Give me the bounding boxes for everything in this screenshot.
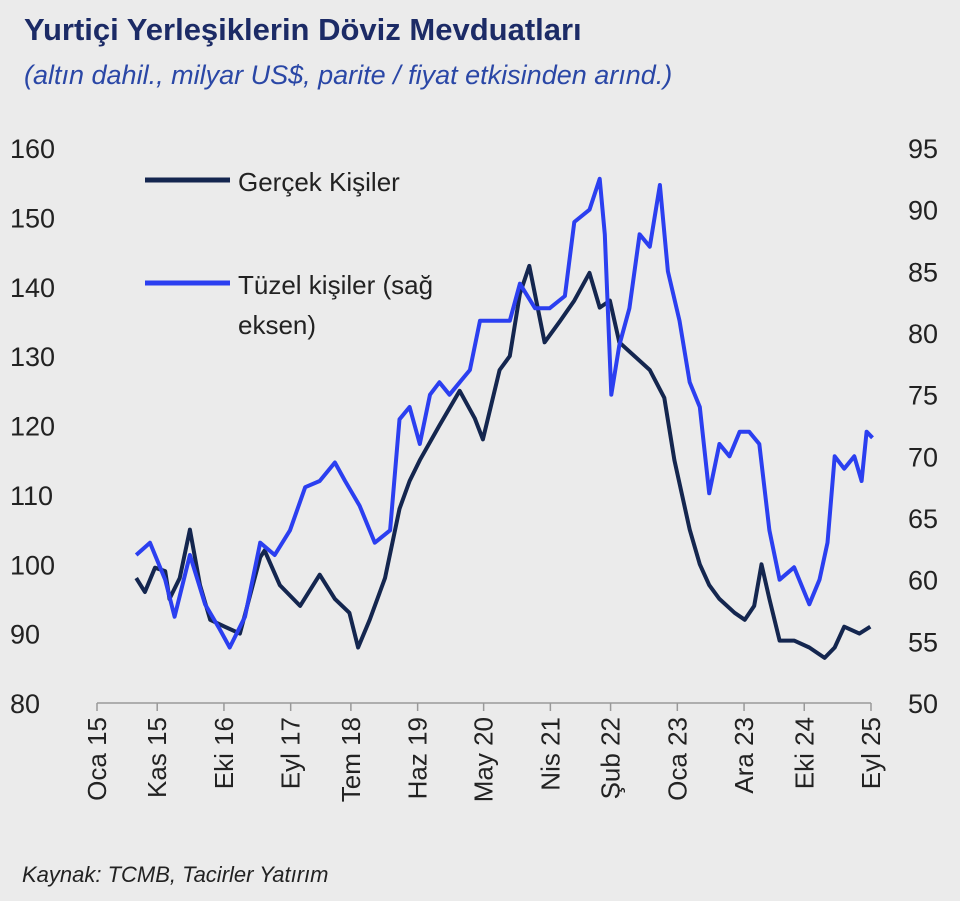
y-left-tick-label: 130 — [10, 342, 55, 372]
y-left-tick-label: 80 — [10, 689, 40, 719]
y-right-tick-label: 65 — [908, 504, 938, 534]
legend-label-tuzel-cont: eksen) — [238, 310, 316, 340]
y-right-tick-label: 90 — [908, 196, 938, 226]
y-right-tick-label: 75 — [908, 381, 938, 411]
x-tick-label: May 20 — [469, 717, 499, 802]
x-tick-label: Haz 19 — [403, 717, 433, 799]
y-right-tick-label: 55 — [908, 627, 938, 657]
y-left-tick-label: 110 — [10, 481, 53, 511]
x-tick-label: Eyl 17 — [276, 717, 306, 789]
x-tick-label: Ara 23 — [729, 717, 759, 794]
y-right-tick-label: 70 — [908, 442, 938, 472]
x-tick-label: Kas 15 — [142, 717, 172, 798]
y-left-tick-label: 150 — [10, 203, 55, 233]
y-left-tick-label: 120 — [10, 412, 55, 442]
legend: Gerçek Kişiler Tüzel kişiler (sağ eksen) — [145, 167, 433, 340]
x-tick-label: Tem 18 — [336, 717, 366, 802]
y-left-tick-label: 160 — [10, 134, 55, 164]
y-left-tick-label: 140 — [10, 273, 55, 303]
y-right-tick-label: 60 — [908, 566, 938, 596]
y-right-tick-label: 50 — [908, 689, 938, 719]
source-note: Kaynak: TCMB, Tacirler Yatırım — [22, 862, 329, 887]
x-tick-label: Nis 21 — [535, 717, 565, 791]
legend-label-gercek: Gerçek Kişiler — [238, 167, 400, 197]
legend-label-tuzel: Tüzel kişiler (sağ — [238, 270, 433, 300]
x-tick-label: Eki 24 — [789, 717, 819, 789]
y-right-tick-label: 85 — [908, 257, 938, 287]
x-tick-label: Şub 22 — [596, 717, 626, 799]
y-left-tick-label: 90 — [10, 620, 40, 650]
y-right-tick-label: 95 — [908, 134, 938, 164]
x-tick-label: Oca 23 — [662, 717, 692, 801]
y-left-tick-label: 100 — [10, 550, 55, 580]
x-tick-label: Eyl 25 — [856, 717, 886, 789]
chart-title: Yurtiçi Yerleşiklerin Döviz Mevduatları — [24, 12, 582, 47]
series-line-tuzel-kisiler — [134, 176, 874, 650]
x-tick-label: Oca 15 — [82, 717, 112, 801]
chart-subtitle: (altın dahil., milyar US$, parite / fiya… — [24, 60, 673, 90]
y-right-tick-label: 80 — [908, 319, 938, 349]
x-tick-label: Eki 16 — [209, 717, 239, 789]
